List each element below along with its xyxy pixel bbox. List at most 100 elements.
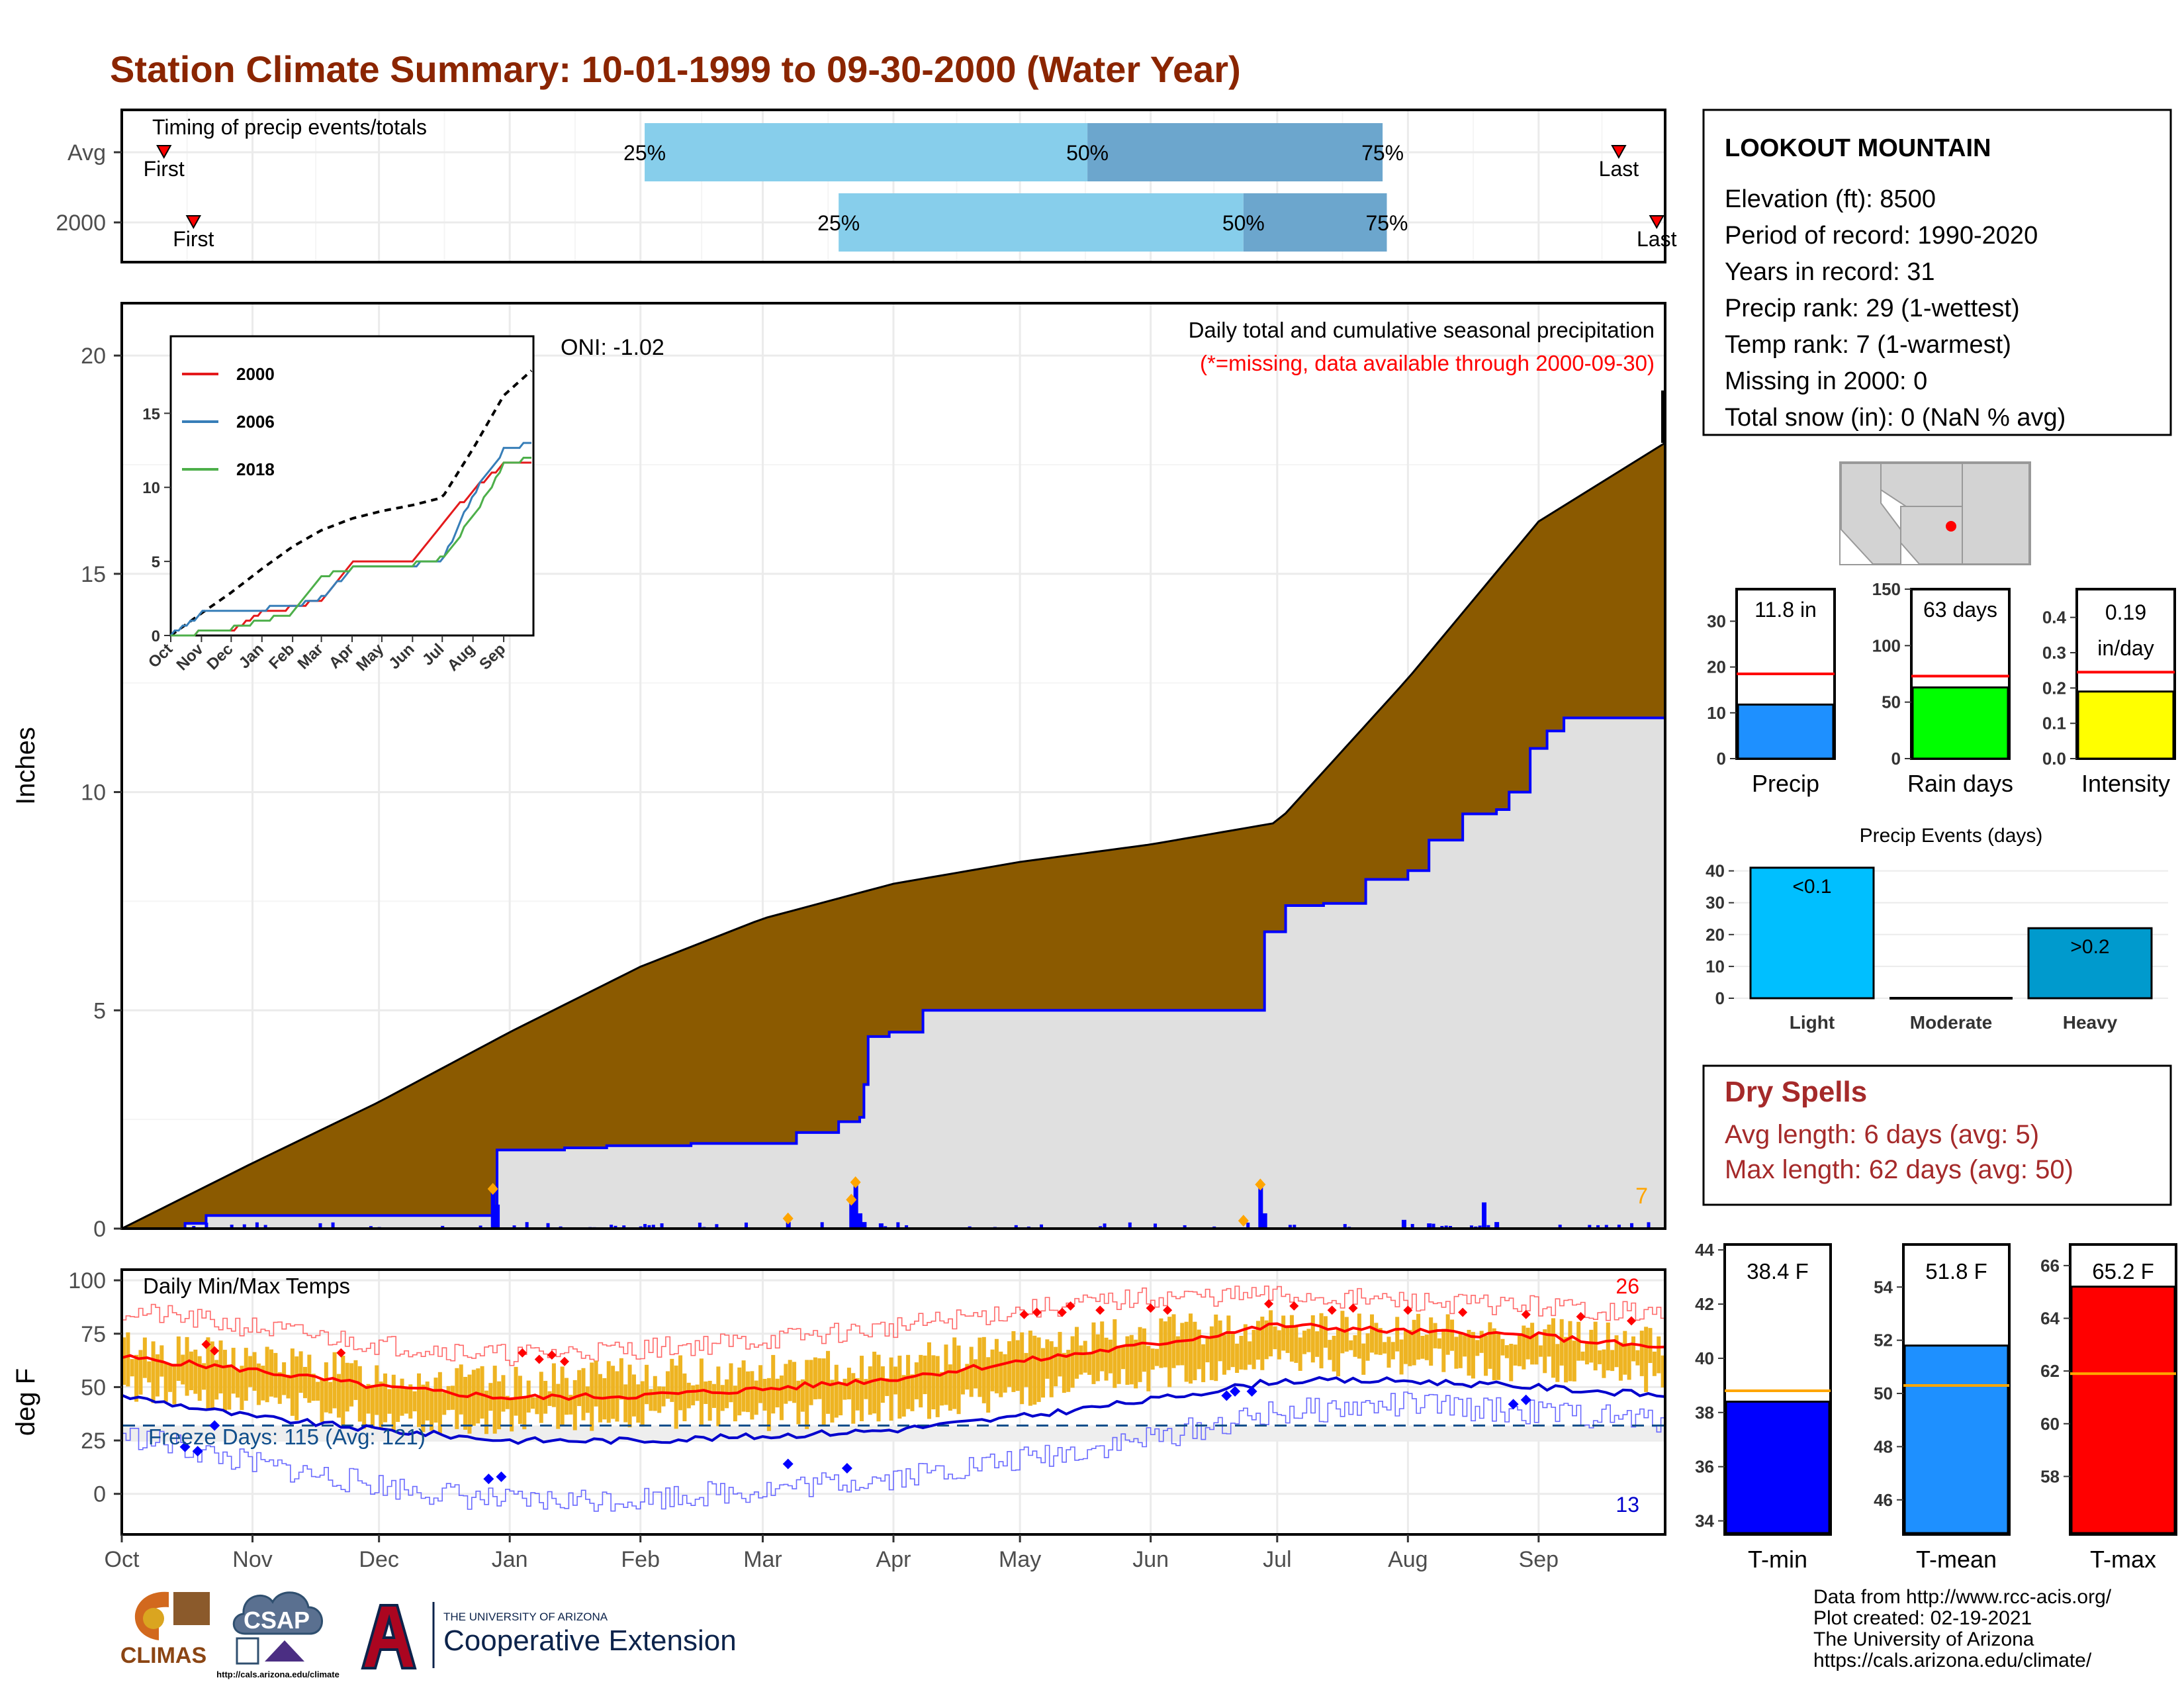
daily-temp-bar bbox=[1328, 1340, 1332, 1360]
summary-bar-category: Rain days bbox=[1907, 770, 2013, 797]
daily-temp-bar bbox=[674, 1365, 678, 1429]
daily-temp-bar bbox=[510, 1399, 514, 1432]
daily-temp-bar bbox=[1273, 1326, 1277, 1350]
daily-temp-bar bbox=[1618, 1342, 1623, 1381]
daily-temp-bar bbox=[1564, 1336, 1569, 1383]
precip-y-tick-label: 5 bbox=[93, 998, 106, 1023]
daily-temp-bar bbox=[265, 1346, 269, 1403]
daily-temp-bar bbox=[1467, 1329, 1471, 1376]
daily-temp-bar bbox=[1584, 1343, 1589, 1365]
daily-temp-bar bbox=[446, 1385, 451, 1411]
inset-x-tick-label: Dec bbox=[203, 640, 236, 673]
daily-temp-bar bbox=[1146, 1346, 1151, 1391]
record-max-marker bbox=[1403, 1305, 1413, 1315]
daily-temp-bar bbox=[1251, 1329, 1256, 1370]
station-missing: Missing in 2000: 0 bbox=[1725, 367, 1927, 395]
daily-temp-bar bbox=[1378, 1328, 1383, 1355]
temp-bar-tick-label: 64 bbox=[2040, 1308, 2060, 1328]
daily-temp-bar bbox=[362, 1387, 367, 1429]
daily-temp-bar bbox=[286, 1374, 291, 1399]
first-event-marker bbox=[185, 215, 202, 230]
precip-y-ticks: 0 5 10 15 20 bbox=[81, 344, 122, 1242]
station-precip-rank: Precip rank: 29 (1-wettest) bbox=[1725, 295, 2020, 322]
precip-events-title: Precip Events (days) bbox=[1860, 825, 2043, 847]
daily-temp-bar bbox=[986, 1357, 991, 1413]
daily-precip-spike bbox=[862, 1222, 867, 1229]
inset-y-tick-label: 0 bbox=[152, 628, 160, 645]
daily-precip-bar bbox=[744, 1222, 748, 1229]
daily-temp-bar bbox=[623, 1384, 628, 1423]
daily-temp-bar bbox=[1142, 1328, 1146, 1372]
record-min-marker bbox=[1508, 1399, 1519, 1410]
daily-temp-bar bbox=[670, 1358, 674, 1402]
min-record-count: 13 bbox=[1615, 1493, 1639, 1517]
daily-temp-bar bbox=[1319, 1313, 1324, 1369]
daily-temp-bar bbox=[1054, 1346, 1058, 1387]
record-max-marker bbox=[1264, 1299, 1274, 1309]
temp-bar-tick-label: 58 bbox=[2040, 1466, 2060, 1486]
inset-x-tick-label: Aug bbox=[444, 640, 478, 675]
daily-temp-bar bbox=[1310, 1315, 1315, 1363]
credit-line-2: Plot created: 02-19-2021 bbox=[1813, 1607, 2032, 1629]
daily-temp-bar bbox=[1116, 1345, 1121, 1384]
daily-precip-bar bbox=[820, 1222, 824, 1229]
event-category-label: Moderate bbox=[1910, 1012, 1992, 1033]
daily-temp-bar bbox=[565, 1378, 569, 1415]
daily-temp-bar bbox=[754, 1380, 758, 1415]
temp-bar-tick-label: 62 bbox=[2040, 1361, 2060, 1381]
daily-temp-bar bbox=[981, 1336, 986, 1403]
summary-bar-value-label: 0.19 bbox=[2105, 600, 2146, 624]
credit-line-3: The University of Arizona bbox=[1813, 1628, 2034, 1650]
daily-temp-bar bbox=[1125, 1336, 1130, 1385]
daily-temp-bar bbox=[163, 1363, 168, 1402]
quartile-label-25: 25% bbox=[817, 211, 860, 235]
precip-spike-count: 7 bbox=[1635, 1184, 1648, 1209]
daily-temp-bar bbox=[1264, 1320, 1269, 1360]
daily-precip-bar bbox=[1647, 1222, 1651, 1229]
station-period: Period of record: 1990-2020 bbox=[1725, 222, 2038, 250]
daily-temp-bar bbox=[396, 1388, 400, 1423]
daily-temp-bar bbox=[1083, 1340, 1087, 1373]
credits: Data from http://www.rcc-acis.org/ Plot … bbox=[1813, 1586, 2112, 1671]
daily-temp-bar bbox=[1028, 1331, 1032, 1406]
events-y-tick-label: 0 bbox=[1715, 988, 1725, 1008]
daily-temp-bar bbox=[885, 1378, 889, 1396]
daily-temp-bar bbox=[1589, 1329, 1594, 1363]
timing-panel: Timing of precip events/totals Avg 2000 … bbox=[56, 109, 1677, 263]
station-total-snow: Total snow (in): 0 (NaN % avg) bbox=[1725, 404, 2066, 432]
daily-temp-bar bbox=[1100, 1321, 1105, 1372]
daily-temp-bar bbox=[1484, 1335, 1488, 1376]
daily-precip-spike bbox=[1262, 1213, 1267, 1229]
daily-temp-bar bbox=[1281, 1315, 1286, 1351]
daily-precip-bar bbox=[1183, 1225, 1187, 1229]
ua-small-text: THE UNIVERSITY OF ARIZONA bbox=[443, 1611, 608, 1623]
daily-temp-bar bbox=[577, 1370, 582, 1407]
daily-temp-bar bbox=[324, 1362, 328, 1413]
record-max-marker bbox=[1146, 1303, 1156, 1313]
daily-temp-bar bbox=[1349, 1340, 1353, 1350]
daily-temp-bar bbox=[1049, 1341, 1054, 1397]
daily-temp-bar bbox=[147, 1361, 152, 1383]
inset-x-tick-label: Jun bbox=[385, 640, 418, 673]
month-tick-label: Jul bbox=[1263, 1547, 1291, 1572]
daily-temp-bar bbox=[627, 1364, 632, 1428]
daily-temp-bar bbox=[1488, 1322, 1492, 1369]
csap-url: http://cals.arizona.edu/climate bbox=[216, 1669, 340, 1679]
daily-temp-bar bbox=[455, 1368, 459, 1429]
map-arizona bbox=[1900, 506, 1963, 565]
daily-temp-bar bbox=[421, 1384, 426, 1432]
daily-temp-bar bbox=[1534, 1334, 1539, 1365]
daily-temp-bar bbox=[1454, 1336, 1459, 1369]
daily-temp-bar bbox=[1138, 1327, 1142, 1382]
daily-temp-bar bbox=[935, 1356, 940, 1417]
daily-temp-bar bbox=[1623, 1331, 1627, 1375]
daily-temp-bar bbox=[1036, 1337, 1041, 1402]
daily-temp-bar bbox=[729, 1363, 733, 1403]
daily-temp-bar bbox=[1602, 1349, 1606, 1378]
record-min-marker bbox=[179, 1441, 191, 1452]
daily-temp-bar bbox=[1294, 1325, 1298, 1363]
daily-temp-bar bbox=[1277, 1330, 1281, 1360]
daily-temp-bar bbox=[1306, 1329, 1311, 1352]
temp-y-tick-label: 0 bbox=[93, 1482, 106, 1507]
daily-temp-bar bbox=[467, 1374, 472, 1434]
